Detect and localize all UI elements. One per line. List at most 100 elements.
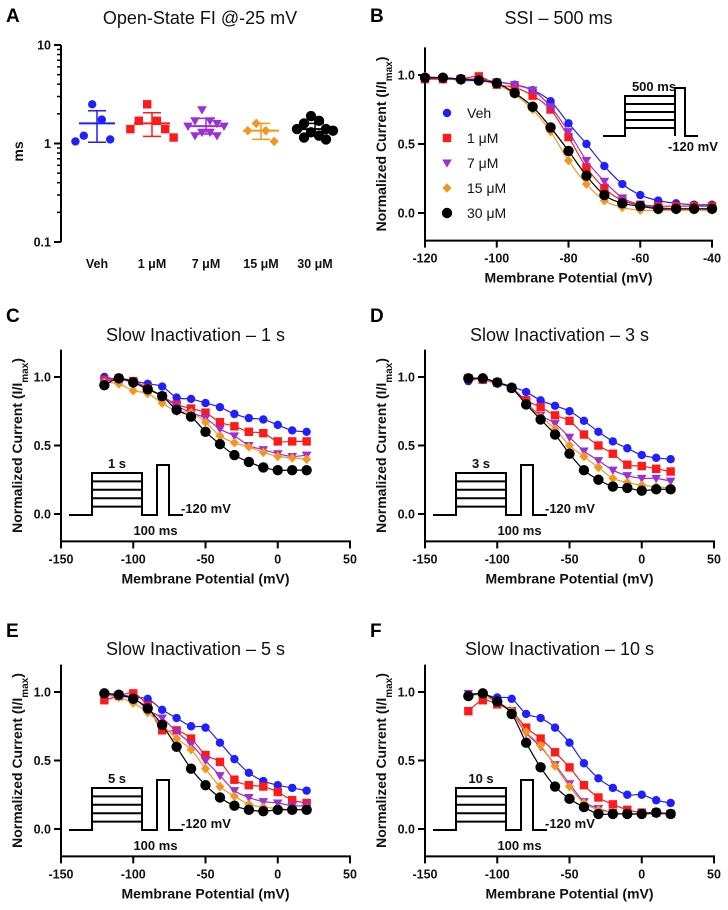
x-tick-label: -50 — [196, 552, 214, 566]
data-point — [244, 413, 254, 423]
data-point — [157, 714, 167, 723]
x-tick-label: -50 — [196, 867, 214, 881]
x-tick-label: 50 — [707, 552, 721, 566]
data-point — [186, 722, 196, 731]
series-1 — [464, 374, 675, 476]
data-point — [106, 135, 115, 144]
chart-title: Slow Inactivation – 10 s — [465, 639, 654, 659]
data-point — [298, 118, 310, 129]
protocol-trace — [69, 464, 183, 516]
protocol-gap: 100 ms — [497, 838, 541, 853]
y-tick-label: 0.5 — [398, 439, 415, 453]
panel-E: E Slow Inactivation – 5 s 0.0 0.5 1.0 -150 -10… — [6, 621, 357, 901]
data-point — [273, 437, 282, 446]
x-axis-label: Membrane Potential (mV) — [485, 885, 653, 901]
y-tick-label: 0.0 — [34, 508, 51, 522]
data-point — [509, 87, 520, 99]
legend-label: 1 μM — [467, 130, 498, 146]
x-tick-label: -100 — [485, 552, 510, 566]
data-point — [521, 709, 531, 719]
data-point — [273, 780, 282, 790]
data-point — [564, 793, 575, 805]
data-point — [200, 779, 211, 791]
legend-marker — [441, 207, 453, 219]
protocol-holding: -120 mV — [545, 501, 595, 516]
series-4 — [99, 373, 312, 476]
data-point — [172, 713, 181, 723]
x-tick-label: 50 — [343, 867, 357, 881]
data-point — [507, 694, 516, 704]
protocol-diagram: 1 s -120 mV 100 ms — [69, 456, 231, 538]
data-point — [230, 422, 239, 431]
data-point — [582, 163, 591, 172]
data-point — [172, 393, 181, 402]
data-point — [563, 128, 574, 137]
data-point — [214, 438, 226, 450]
data-point — [215, 781, 225, 792]
data-point — [652, 203, 664, 215]
data-point — [272, 799, 283, 808]
data-point — [528, 91, 537, 100]
data-point — [688, 203, 700, 215]
panel-B: B SSI – 500 ms 0.0 0.5 1.0 -120 -100 -80 -60 -40 M… — [370, 6, 721, 286]
data-point — [651, 484, 662, 495]
data-point — [259, 415, 268, 424]
data-point — [301, 464, 312, 476]
x-tick-label: -150 — [412, 552, 437, 566]
data-point — [623, 790, 632, 799]
panel-letter: C — [6, 306, 20, 327]
data-point — [622, 477, 632, 488]
data-point — [128, 385, 138, 396]
data-point — [185, 763, 197, 774]
data-point — [617, 198, 628, 209]
data-point — [670, 203, 682, 215]
data-point — [302, 786, 311, 795]
data-point — [128, 693, 139, 705]
data-point — [477, 688, 488, 699]
data-point — [637, 450, 646, 460]
y-tick-label: 1.0 — [398, 69, 415, 83]
y-tick-label: 0.5 — [34, 754, 51, 768]
data-point — [581, 157, 592, 166]
series-4 — [463, 373, 676, 496]
series-0 — [100, 690, 311, 795]
data-point — [215, 738, 225, 747]
data-point — [113, 689, 125, 700]
data-point — [142, 384, 153, 395]
data-point — [564, 155, 573, 166]
data-point — [492, 377, 503, 388]
data-point — [186, 740, 196, 749]
data-point — [463, 373, 474, 384]
data-point — [635, 200, 646, 212]
chart-title: Open-State FI @-25 mV — [103, 8, 297, 28]
x-tick-label: 0 — [638, 867, 645, 881]
data-point — [521, 726, 531, 737]
data-point — [652, 453, 661, 463]
data-point — [201, 750, 210, 760]
data-point — [509, 81, 520, 90]
legend-marker — [442, 159, 452, 168]
data-point — [172, 733, 182, 744]
y-tick-label: 1.0 — [34, 371, 51, 385]
x-tick-label: -120 — [412, 252, 437, 266]
data-point — [478, 696, 487, 705]
data-point — [636, 485, 647, 496]
chart-title: Slow Inactivation – 5 s — [106, 639, 285, 659]
data-point — [301, 804, 312, 816]
data-point — [201, 398, 210, 408]
data-point — [157, 705, 167, 715]
data-point — [205, 117, 215, 126]
data-point — [608, 449, 618, 458]
y-tick-label: 10 — [37, 39, 51, 53]
data-point — [244, 442, 254, 452]
data-point — [473, 75, 485, 86]
data-point — [579, 447, 589, 456]
data-point — [652, 464, 661, 473]
data-point — [527, 86, 538, 95]
data-point — [298, 132, 310, 143]
data-point — [157, 726, 167, 735]
data-point — [201, 417, 210, 428]
x-tick-label: -50 — [560, 552, 578, 566]
x-tick-label: -100 — [485, 867, 510, 881]
data-point — [608, 800, 618, 809]
